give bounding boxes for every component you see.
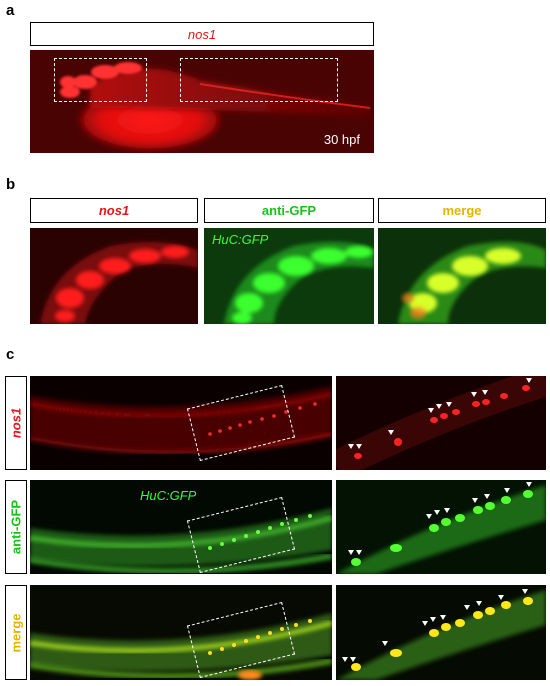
panel-a-stage-label: 30 hpf: [323, 132, 360, 147]
panel-b-header-nos1: nos1: [30, 198, 198, 223]
panel-b-antigfp-image: HuC:GFP: [204, 228, 374, 324]
panel-c-row-label-antigfp-text: anti-GFP: [8, 499, 24, 555]
panel-a-embryo-image: 30 hpf: [30, 50, 374, 153]
panel-b-nos1-image: [30, 228, 198, 324]
panel-c-row-label-nos1-text: nos1: [8, 407, 24, 439]
panel-c-merge-zoom-image: [336, 585, 546, 680]
panel-c-row-label-antigfp: anti-GFP: [5, 480, 27, 574]
panel-a-header: nos1: [30, 22, 374, 46]
panel-c-antigfp-zoom-image: [336, 480, 546, 574]
panel-c-antigfp-overview-image: HuC:GFP: [30, 480, 332, 574]
panel-c-row-label-merge-text: merge: [8, 612, 24, 653]
panel-b-label: b: [6, 176, 16, 193]
panel-a-trunk-box: [180, 58, 338, 102]
panel-c-label: c: [6, 346, 15, 363]
panel-c-nos1-zoom-image: [336, 376, 546, 470]
panel-b-header-antigfp: anti-GFP: [204, 198, 374, 223]
panel-b-header-merge: merge: [378, 198, 546, 223]
panel-a-label: a: [6, 2, 15, 19]
panel-c-huc-gfp-label: HuC:GFP: [140, 488, 197, 503]
panel-c-merge-overview-image: [30, 585, 332, 680]
panel-a-head-box: [54, 58, 147, 102]
panel-b-merge-image: [378, 228, 546, 324]
panel-b-header-nos1-text: nos1: [98, 203, 130, 218]
panel-b-huc-gfp-label: HuC:GFP: [212, 232, 269, 247]
panel-c-row-label-nos1: nos1: [5, 376, 27, 470]
panel-c-nos1-overview-image: [30, 376, 332, 470]
panel-b-header-merge-text: merge: [442, 203, 482, 218]
panel-b-header-antigfp-text: anti-GFP: [261, 203, 317, 218]
panel-c-row-label-merge: merge: [5, 585, 27, 680]
panel-a-header-text: nos1: [187, 26, 217, 42]
